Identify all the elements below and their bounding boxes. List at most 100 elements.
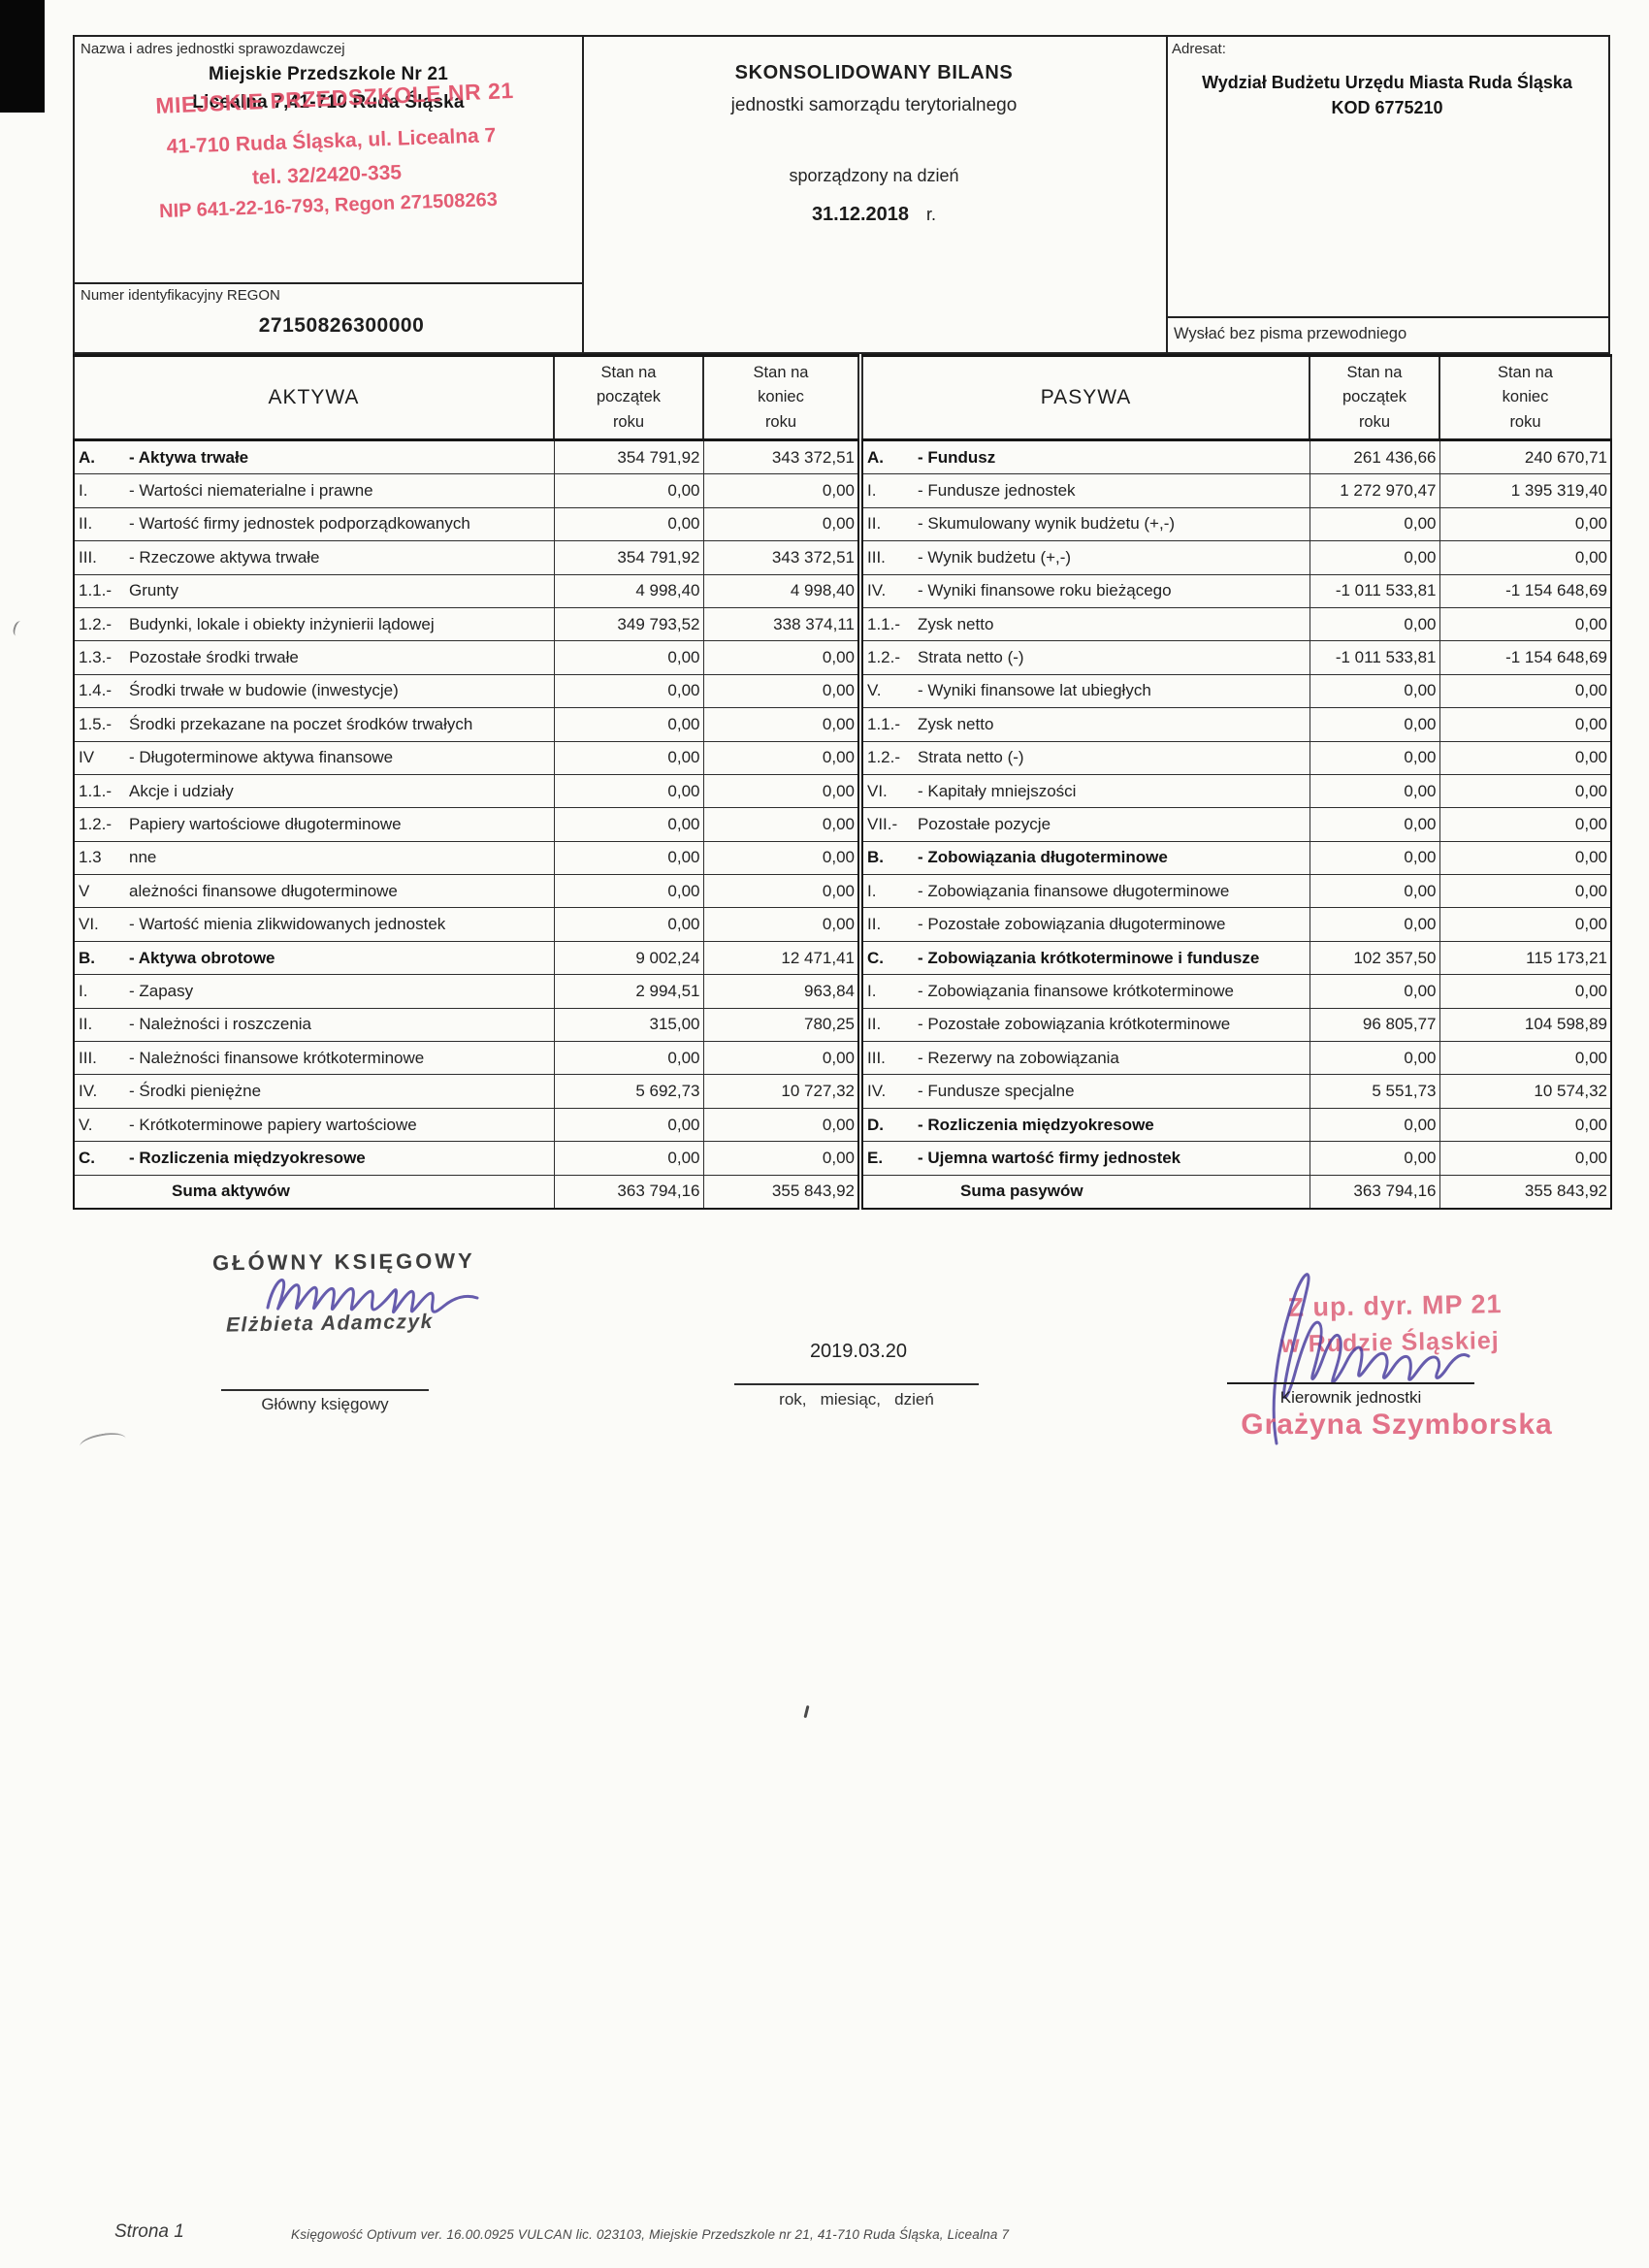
aktywa-row: VI. - Wartość mienia zlikwidowanych jedno…: [73, 907, 859, 942]
reporting-unit-label: Nazwa i adres jednostki sprawozdawczej: [81, 41, 345, 57]
aktywa-start-value: 0,00: [553, 840, 704, 876]
manager-signature-line: [1227, 1382, 1474, 1384]
pasywa-row: III. - Rezerwy na zobowiązania 0,00 0,00: [861, 1041, 1612, 1076]
aktywa-row-label: B. - Aktywa obrotowe: [73, 940, 555, 976]
pasywa-row-label: C. - Zobowiązania krótkoterminowe i fundu…: [861, 940, 1310, 976]
aktywa-row-label: 1.3.- Pozostałe środki trwałe: [73, 640, 555, 675]
pasywa-end-value: 0,00: [1439, 874, 1612, 909]
accountant-signature-line: [221, 1389, 429, 1391]
report-date: 31.12.2018: [811, 204, 910, 225]
aktywa-row: III. - Rzeczowe aktywa trwałe 354 791,92 34…: [73, 540, 859, 575]
pasywa-start-value: 1 272 970,47: [1309, 473, 1440, 508]
date-format-label: rok, miesiąc, dzień: [779, 1390, 934, 1409]
pasywa-row: A. - Fundusz 261 436,66 240 670,71: [861, 438, 1612, 475]
aktywa-end-value: 0,00: [702, 673, 859, 709]
date-line: [734, 1383, 979, 1385]
pasywa-end-value: 0,00: [1439, 807, 1612, 842]
pasywa-start-value: 0,00: [1309, 673, 1440, 709]
aktywa-row: II. - Wartość firmy jednostek podporządko…: [73, 506, 859, 542]
aktywa-row-label: 1.2.- Papiery wartościowe długoterminowe: [73, 807, 555, 842]
aktywa-row: B. - Aktywa obrotowe 9 002,24 12 471,41: [73, 940, 859, 976]
pasywa-end-value: 355 843,92: [1439, 1174, 1612, 1210]
pasywa-end-value: 0,00: [1439, 673, 1612, 709]
addressee-label: Adresat:: [1172, 41, 1226, 57]
aktywa-start-value: 0,00: [553, 807, 704, 842]
pasywa-row-label: II. - Pozostałe zobowiązania długotermino…: [861, 907, 1310, 942]
aktywa-row: 1.2.- Budynki, lokale i obiekty inżynieri…: [73, 606, 859, 642]
pasywa-end-value: 0,00: [1439, 1141, 1612, 1176]
pasywa-row-label: III. - Rezerwy na zobowiązania: [861, 1041, 1310, 1076]
pasywa-row: II. - Pozostałe zobowiązania długotermino…: [861, 907, 1612, 942]
aktywa-row-label: II. - Wartość firmy jednostek podporządko…: [73, 506, 555, 542]
pasywa-end-value: 0,00: [1439, 974, 1612, 1009]
unit-stamp-line3: tel. 32/2420-335: [251, 161, 403, 189]
aktywa-end-value: 0,00: [702, 1041, 859, 1076]
pasywa-row-label: IV. - Wyniki finansowe roku bieżącego: [861, 573, 1310, 608]
pasywa-start-value: 0,00: [1309, 840, 1440, 876]
aktywa-start-value: 9 002,24: [553, 940, 704, 976]
aktywa-row-label: A. - Aktywa trwałe: [73, 438, 555, 475]
aktywa-start-value: 0,00: [553, 673, 704, 709]
aktywa-row-label: V. - Krótkoterminowe papiery wartościowe: [73, 1107, 555, 1143]
pen-mark-artifact: [11, 619, 26, 638]
send-note-strip: Wysłać bez pisma przewodniego: [1166, 316, 1608, 352]
pasywa-end-value: 1 395 319,40: [1439, 473, 1612, 508]
pasywa-end-value: 0,00: [1439, 707, 1612, 742]
aktywa-row: 1.3 nne 0,00 0,00: [73, 840, 859, 876]
pasywa-header-row: PASYWA Stan na początek roku Stan na kon…: [861, 354, 1612, 441]
aktywa-row: II. - Należności i roszczenia 315,00 780,25: [73, 1007, 859, 1043]
pasywa-row-label: D. - Rozliczenia międzyokresowe: [861, 1107, 1310, 1143]
pasywa-row: I. - Fundusze jednostek 1 272 970,47 1 395 …: [861, 473, 1612, 508]
pasywa-row-label: I. - Zobowiązania finansowe krótkotermino…: [861, 974, 1310, 1009]
aktywa-end-value: 343 372,51: [702, 540, 859, 575]
pasywa-row: C. - Zobowiązania krótkoterminowe i fundu…: [861, 940, 1612, 976]
pasywa-row: IV. - Wyniki finansowe roku bieżącego -1 0…: [861, 573, 1612, 608]
aktywa-row: I. - Wartości niematerialne i prawne 0,00 0…: [73, 473, 859, 508]
pasywa-end-value: 115 173,21: [1439, 940, 1612, 976]
pasywa-row-label: II. - Skumulowany wynik budżetu (+,-): [861, 506, 1310, 542]
report-title: SKONSOLIDOWANY BILANS: [734, 62, 1014, 83]
aktywa-row-label: IV. - Środki pieniężne: [73, 1074, 555, 1109]
aktywa-start-value: 0,00: [553, 1041, 704, 1076]
pasywa-end-value: 10 574,32: [1439, 1074, 1612, 1109]
aktywa-start-value: 315,00: [553, 1007, 704, 1043]
pasywa-start-value: 0,00: [1309, 807, 1440, 842]
aktywa-end-value: 0,00: [702, 874, 859, 909]
pasywa-row-label: IV. - Fundusze specjalne: [861, 1074, 1310, 1109]
aktywa-end-value: 0,00: [702, 907, 859, 942]
pen-mark-artifact: [78, 1429, 128, 1456]
aktywa-row: 1.1.- Akcje i udziały 0,00 0,00: [73, 773, 859, 809]
aktywa-row-label: 1.4.- Środki trwałe w budowie (inwestycje…: [73, 673, 555, 709]
pen-mark-artifact: [803, 1704, 810, 1719]
pasywa-row: 1.2.- Strata netto (-) 0,00 0,00: [861, 740, 1612, 775]
manager-role-label: Kierownik jednostki: [1279, 1388, 1422, 1407]
aktywa-row-label: 1.1.- Akcje i udziały: [73, 773, 555, 809]
aktywa-col-start-header: Stan na początek roku: [553, 354, 704, 441]
aktywa-start-value: 0,00: [553, 1107, 704, 1143]
aktywa-end-value: 0,00: [702, 807, 859, 842]
aktywa-end-value: 0,00: [702, 707, 859, 742]
aktywa-end-value: 338 374,11: [702, 606, 859, 642]
pasywa-start-value: -1 011 533,81: [1309, 573, 1440, 608]
aktywa-end-value: 0,00: [702, 506, 859, 542]
aktywa-end-value: 0,00: [702, 840, 859, 876]
aktywa-row-label: II. - Należności i roszczenia: [73, 1007, 555, 1043]
aktywa-row-label: IV - Długoterminowe aktywa finansowe: [73, 740, 555, 775]
pasywa-row: I. - Zobowiązania finansowe długoterminow…: [861, 874, 1612, 909]
aktywa-end-value: 0,00: [702, 740, 859, 775]
aktywa-end-value: 10 727,32: [702, 1074, 859, 1109]
aktywa-row-label: 1.2.- Budynki, lokale i obiekty inżynieri…: [73, 606, 555, 642]
regon-label: Numer identyfikacyjny REGON: [81, 287, 280, 304]
aktywa-row: 1.3.- Pozostałe środki trwałe 0,00 0,00: [73, 640, 859, 675]
aktywa-end-value: 4 998,40: [702, 573, 859, 608]
aktywa-end-value: 0,00: [702, 773, 859, 809]
aktywa-start-value: 0,00: [553, 874, 704, 909]
aktywa-row: IV. - Środki pieniężne 5 692,73 10 727,32: [73, 1074, 859, 1109]
aktywa-row-label: 1.3 nne: [73, 840, 555, 876]
pasywa-row-label: VII.- Pozostałe pozycje: [861, 807, 1310, 842]
pasywa-row-label: Suma pasywów: [861, 1174, 1310, 1210]
pasywa-start-value: -1 011 533,81: [1309, 640, 1440, 675]
aktywa-start-value: 5 692,73: [553, 1074, 704, 1109]
unit-name-typed: Miejskie Przedszkole Nr 21: [208, 64, 449, 84]
addressee-value: Wydział Budżetu Urzędu Miasta Ruda Śląsk…: [1202, 73, 1572, 118]
